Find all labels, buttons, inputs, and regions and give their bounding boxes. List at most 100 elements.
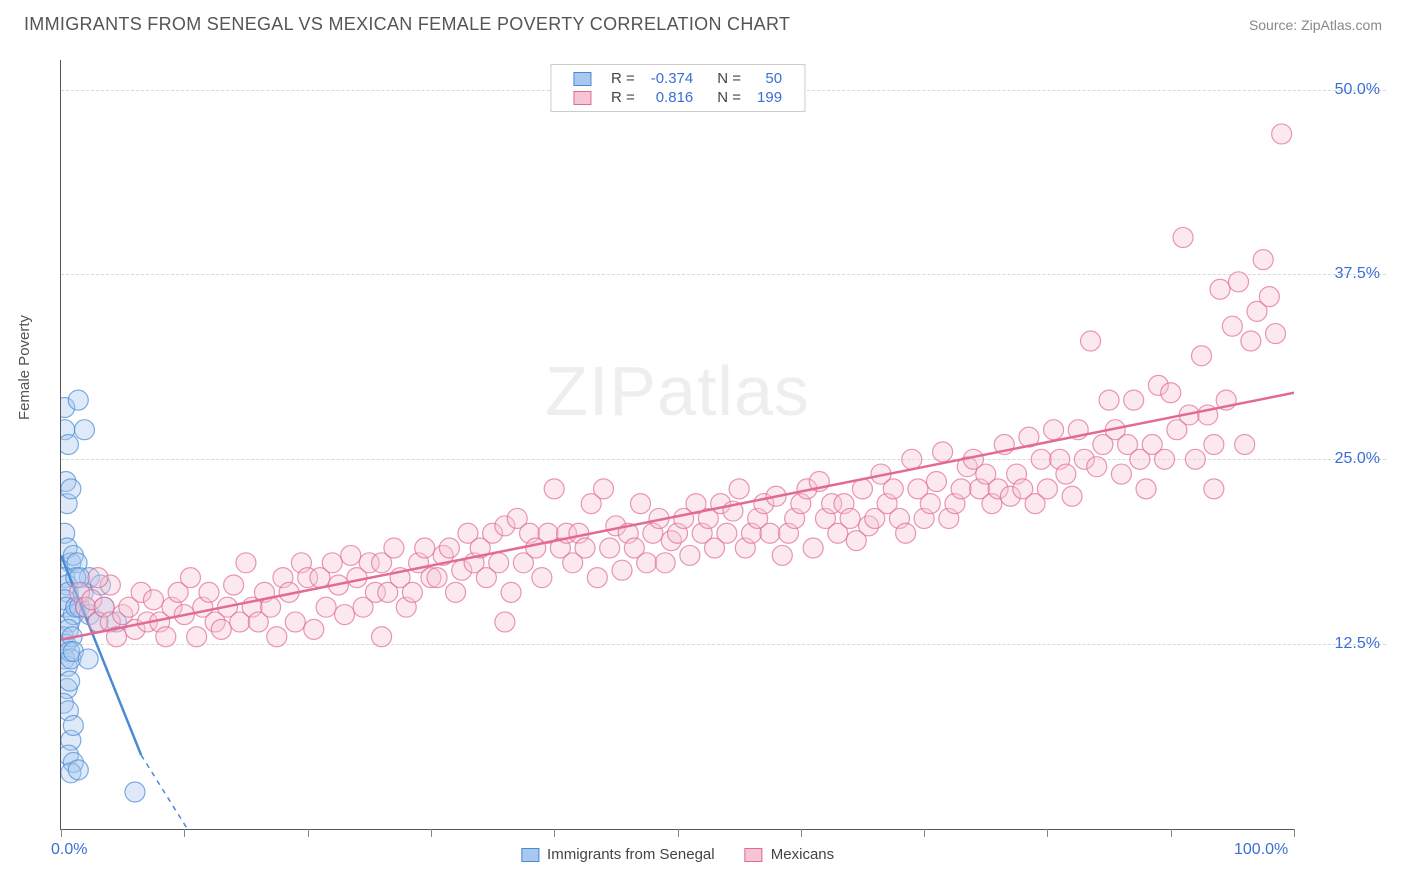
scatter-point [341, 545, 361, 565]
scatter-point [143, 590, 163, 610]
scatter-point [1210, 279, 1230, 299]
scatter-point [304, 619, 324, 639]
chart-area: Female Poverty ZIPatlas 12.5%25.0%37.5%5… [24, 48, 1386, 872]
y-tick-label: 37.5% [1335, 265, 1380, 283]
scatter-point [316, 597, 336, 617]
scatter-point [1031, 449, 1051, 469]
scatter-point [1037, 479, 1057, 499]
scatter-point [61, 435, 78, 455]
legend-item: Mexicans [745, 846, 835, 863]
scatter-point [427, 568, 447, 588]
x-tick-label: 0.0% [51, 841, 87, 859]
scatter-point [489, 553, 509, 573]
scatter-point [760, 523, 780, 543]
scatter-point [1204, 435, 1224, 455]
scatter-point [1235, 435, 1255, 455]
scatter-point [1204, 479, 1224, 499]
scatter-point [495, 612, 515, 632]
scatter-point [211, 619, 231, 639]
scatter-point [501, 582, 521, 602]
scatter-point [840, 508, 860, 528]
scatter-point [61, 479, 81, 499]
scatter-point [88, 568, 108, 588]
scatter-point [78, 649, 98, 669]
scatter-point [199, 582, 219, 602]
scatter-point [1081, 331, 1101, 351]
scatter-point [1087, 457, 1107, 477]
scatter-point [852, 479, 872, 499]
scatter-point [236, 553, 256, 573]
chart-source: Source: ZipAtlas.com [1249, 17, 1382, 33]
scatter-point [224, 575, 244, 595]
correlation-legend: R =-0.374N =50R =0.816N =199 [550, 64, 805, 112]
scatter-point [1044, 420, 1064, 440]
scatter-point [883, 479, 903, 499]
x-tick [184, 829, 185, 837]
trend-line [61, 393, 1294, 640]
scatter-point [61, 671, 80, 691]
x-tick [1171, 829, 1172, 837]
scatter-point [1272, 124, 1292, 144]
scatter-point [772, 545, 792, 565]
scatter-point [1124, 390, 1144, 410]
scatter-point [803, 538, 823, 558]
scatter-point [68, 760, 88, 780]
scatter-point [1056, 464, 1076, 484]
scatter-point [1099, 390, 1119, 410]
scatter-point [587, 568, 607, 588]
scatter-point [68, 390, 88, 410]
scatter-point [717, 523, 737, 543]
scatter-point [729, 479, 749, 499]
x-tick [924, 829, 925, 837]
scatter-point [335, 605, 355, 625]
x-tick [554, 829, 555, 837]
scatter-point [1266, 324, 1286, 344]
scatter-point [322, 553, 342, 573]
scatter-point [544, 479, 564, 499]
scatter-point [612, 560, 632, 580]
scatter-point [594, 479, 614, 499]
scatter-point [926, 471, 946, 491]
scatter-point [180, 568, 200, 588]
scatter-point [575, 538, 595, 558]
scatter-point [267, 627, 287, 647]
scatter-point [1062, 486, 1082, 506]
scatter-point [187, 627, 207, 647]
scatter-point [655, 553, 675, 573]
y-tick-label: 50.0% [1335, 81, 1380, 99]
x-tick [1294, 829, 1295, 837]
scatter-point [1155, 449, 1175, 469]
scatter-point [680, 545, 700, 565]
scatter-point [372, 627, 392, 647]
scatter-point [402, 582, 422, 602]
x-tick [61, 829, 62, 837]
x-tick [431, 829, 432, 837]
scatter-point [1253, 250, 1273, 270]
chart-header: IMMIGRANTS FROM SENEGAL VS MEXICAN FEMAL… [0, 0, 1406, 45]
y-tick-label: 25.0% [1335, 450, 1380, 468]
scatter-point [631, 494, 651, 514]
scatter-point [1161, 383, 1181, 403]
x-tick [801, 829, 802, 837]
scatter-point [1136, 479, 1156, 499]
scatter-point [125, 782, 145, 802]
scatter-point [1185, 449, 1205, 469]
scatter-point [1229, 272, 1249, 292]
scatter-point [1222, 316, 1242, 336]
scatter-point [415, 538, 435, 558]
scatter-point [1241, 331, 1261, 351]
scatter-point [439, 538, 459, 558]
scatter-point [532, 568, 552, 588]
trend-line-extrapolated [141, 755, 196, 829]
scatter-point [637, 553, 657, 573]
scatter-point [920, 494, 940, 514]
scatter-point [156, 627, 176, 647]
x-tick [308, 829, 309, 837]
scatter-point [600, 538, 620, 558]
x-tick-label: 100.0% [1234, 841, 1288, 859]
scatter-point [1173, 227, 1193, 247]
scatter-point [1111, 464, 1131, 484]
scatter-point [933, 442, 953, 462]
scatter-point [446, 582, 466, 602]
scatter-point [896, 523, 916, 543]
